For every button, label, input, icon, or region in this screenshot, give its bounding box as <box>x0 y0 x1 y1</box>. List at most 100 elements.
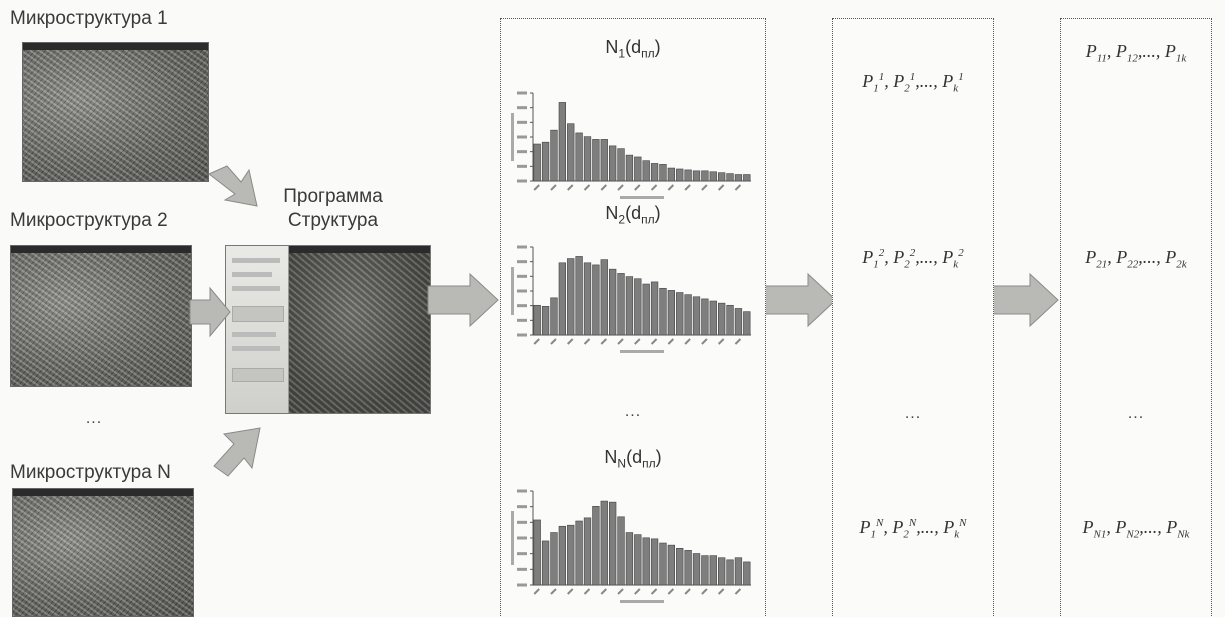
x-tick-label <box>734 184 742 191</box>
histogram-bar <box>558 102 566 182</box>
histogram-bar <box>625 276 634 336</box>
histogram-n-title: NN(dпл) <box>604 447 662 471</box>
params-ellipsis: ... <box>1127 405 1145 422</box>
histogram-bar <box>659 287 667 336</box>
label-microstructure-2: Микроструктура 2 <box>10 210 168 231</box>
y-tick-label <box>517 135 527 139</box>
microstructure-ellipsis: ... <box>85 410 103 427</box>
histogram-bar <box>709 300 717 336</box>
histogram-bar <box>718 302 726 336</box>
histogram-bar <box>567 123 575 182</box>
moments-panel: P11, P21,..., Pk1 P12, P22,..., Pk2 ... … <box>832 18 994 616</box>
histogram-bar <box>583 262 592 336</box>
x-tick-label <box>533 184 540 191</box>
histogram-bar <box>684 169 692 182</box>
histogram-bar <box>550 297 558 336</box>
histogram-bar <box>709 171 717 182</box>
histogram-bar <box>533 143 541 182</box>
histogram-bar <box>583 136 592 182</box>
histogram-bar <box>692 170 701 182</box>
histogram-bar <box>567 258 575 336</box>
histogram-bar <box>676 168 684 182</box>
x-tick-label <box>600 588 607 595</box>
x-tick-label <box>634 184 641 191</box>
y-tick-label <box>517 567 527 571</box>
y-tick-label <box>517 150 527 154</box>
histogram-bar <box>743 311 751 336</box>
y-tick-label <box>517 505 527 509</box>
x-tick-label <box>701 338 708 345</box>
histogram-bar <box>617 148 625 182</box>
x-tick-label <box>550 588 557 595</box>
histogram-bar <box>692 553 701 586</box>
histogram-bar <box>625 532 634 586</box>
x-axis-title <box>620 196 664 199</box>
histogram-1-title: N1(dпл) <box>605 37 661 61</box>
y-tick-label <box>517 274 527 278</box>
x-tick-label <box>533 338 540 345</box>
label-microstructure-1: Микроструктура 1 <box>10 8 168 29</box>
histogram-bar <box>726 559 734 586</box>
histogram-bar <box>642 160 650 182</box>
y-tick-label <box>517 318 527 322</box>
x-tick-label <box>701 588 708 595</box>
params-row-n: PN1, PN2,..., PNk <box>1082 517 1190 541</box>
histogram-bar <box>676 292 684 336</box>
x-tick-label <box>667 588 675 595</box>
y-axis-title <box>511 113 514 161</box>
histogram-bar <box>743 561 751 586</box>
x-tick-label <box>567 338 574 345</box>
histogram-bar <box>575 132 583 182</box>
y-tick-label <box>517 333 527 337</box>
x-tick-label <box>583 588 591 595</box>
y-tick-label <box>517 304 527 308</box>
y-tick-label <box>517 260 527 264</box>
histogram-2-chart <box>511 245 751 353</box>
program-image-area <box>289 246 430 413</box>
histogram-bar <box>667 290 676 336</box>
histogram-bar <box>583 517 592 586</box>
y-tick-label <box>517 289 527 293</box>
program-title-line2: Структура <box>287 210 379 231</box>
histogram-bar <box>625 154 634 182</box>
histogram-bar <box>600 500 608 586</box>
histogram-bar <box>734 557 743 586</box>
program-side-panel <box>226 246 289 413</box>
label-microstructure-n: Микроструктура N <box>10 462 171 483</box>
x-axis-title <box>620 350 664 353</box>
histogram-bar <box>600 259 608 336</box>
histogram-bar <box>650 163 659 182</box>
parameters-panel: P11, P12,..., P1k P21, P22,..., P2k ... … <box>1060 18 1212 616</box>
x-tick-label <box>583 338 591 345</box>
histogram-bar <box>709 555 717 586</box>
arrow-micro2-to-program-icon <box>189 286 231 338</box>
histogram-bar <box>550 532 558 586</box>
histograms-ellipsis: ... <box>624 403 642 420</box>
histogram-bar <box>692 296 701 336</box>
histogram-bar <box>667 167 676 182</box>
x-tick-label <box>567 184 574 191</box>
program-title: Программа Структура <box>258 185 408 233</box>
x-tick-label <box>634 338 641 345</box>
histogram-bar <box>676 547 684 586</box>
histogram-bar <box>575 520 583 586</box>
y-tick-label <box>517 179 527 183</box>
x-tick-label <box>617 588 624 595</box>
y-tick-label <box>517 164 527 168</box>
x-tick-label <box>600 184 607 191</box>
histogram-bar <box>650 538 659 586</box>
histogram-bar <box>617 516 625 586</box>
x-tick-label <box>617 184 624 191</box>
moments-row-n: P1N, P2N,..., PkN <box>859 517 967 541</box>
program-title-line1: Программа <box>283 186 383 207</box>
x-tick-label <box>667 338 675 345</box>
histogram-bar <box>541 540 550 586</box>
histograms-panel: N1(dпл) N2(dпл) ... NN(dпл) <box>500 18 766 616</box>
x-tick-label <box>533 588 540 595</box>
x-tick-label <box>600 338 607 345</box>
x-tick-label <box>650 184 658 191</box>
y-tick-label <box>517 489 527 493</box>
x-tick-label <box>717 184 725 191</box>
histogram-bar <box>567 524 575 586</box>
arrow-micro1-to-program-icon <box>208 165 258 207</box>
